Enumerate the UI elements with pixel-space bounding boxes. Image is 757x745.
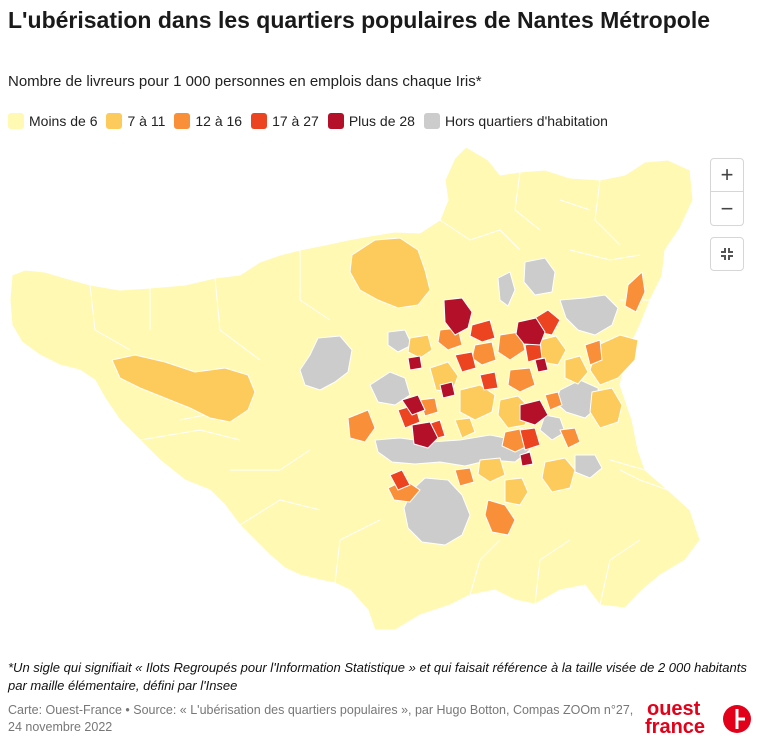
zone-grey[interactable] [299,335,353,391]
zone-7-11[interactable] [477,457,506,483]
legend: Moins de 6 7 à 11 12 à 16 17 à 27 Plus d… [8,113,617,129]
zoom-out-button[interactable]: − [710,192,744,226]
zone-grey[interactable] [369,371,411,406]
legend-swatch [327,113,344,129]
legend-label: 17 à 27 [272,113,319,129]
page-title: L'ubérisation dans les quartiers populai… [8,7,711,33]
zone-7-11[interactable] [454,417,476,439]
fullscreen-button[interactable] [710,237,744,271]
choropleth-map[interactable] [0,140,757,650]
legend-swatch [251,113,268,129]
zone-plus-de-28[interactable] [407,355,423,371]
legend-item-plus-de-28: Plus de 28 [327,113,415,129]
zone-grey[interactable] [539,414,566,441]
legend-swatch [423,113,440,129]
zone-12-16[interactable] [584,339,603,366]
zone-plus-de-28[interactable] [411,421,439,449]
legend-item-17-27: 17 à 27 [251,113,319,129]
zone-12-16[interactable] [454,467,475,487]
zone-grey[interactable] [559,294,619,336]
legend-swatch [8,113,24,129]
zone-grey[interactable] [497,271,516,307]
legend-label: 12 à 16 [195,113,243,129]
zone-12-16[interactable] [347,409,376,443]
legend-swatch [106,113,123,129]
zone-7-11[interactable] [589,334,639,386]
footnote: *Un sigle qui signifiait « Ilots Regroup… [8,660,747,693]
zone-plus-de-28[interactable] [401,394,426,416]
legend-label: 7 à 11 [127,113,166,129]
zone-plus-de-28[interactable] [515,317,546,346]
zone-17-27[interactable] [519,427,541,451]
legend-item-7-11: 7 à 11 [106,113,165,129]
zone-17-27[interactable] [469,319,496,343]
zone-plus-de-28[interactable] [439,381,456,399]
zone-7-11[interactable] [541,457,576,493]
zone-plus-de-28[interactable] [534,357,549,373]
zone-7-11[interactable] [111,354,256,423]
legend-item-12-16: 12 à 16 [174,113,242,129]
zone-12-16[interactable] [559,427,581,449]
source-credit: Carte: Ouest-France • Source: « L'ubéris… [8,703,634,734]
legend-item-hors-quartiers: Hors quartiers d'habitation [423,113,608,129]
zone-7-11[interactable] [459,384,496,421]
ouest-france-logo: ouest france [645,698,751,737]
zone-12-16[interactable] [544,391,563,411]
zone-17-27[interactable] [389,469,411,491]
legend-swatch [174,113,191,129]
zone-12-16[interactable] [484,499,516,536]
zone-plus-de-28[interactable] [519,399,549,426]
zoom-in-button[interactable]: + [710,158,744,192]
zone-12-16[interactable] [624,271,646,313]
zone-grey[interactable] [574,454,603,479]
zone-plus-de-28[interactable] [443,297,473,336]
legend-item-moins-de-6: Moins de 6 [8,113,97,129]
fullscreen-icon [721,248,733,260]
zone-plus-de-28[interactable] [519,451,534,467]
zone-7-11[interactable] [504,477,529,506]
zone-17-27[interactable] [479,371,499,391]
zone-7-11[interactable] [564,355,589,385]
zone-7-11[interactable] [407,334,433,359]
logo-line2: france [645,716,705,737]
zone-grey[interactable] [387,329,413,353]
legend-label: Moins de 6 [29,113,98,129]
zone-17-27[interactable] [454,351,477,373]
page-subtitle: Nombre de livreurs pour 1 000 personnes … [8,73,482,90]
legend-label: Plus de 28 [348,113,415,129]
zone-grey[interactable] [523,257,556,296]
zone-7-11[interactable] [589,387,623,429]
logo-line1: ouest [647,698,701,720]
zone-12-16[interactable] [507,367,536,393]
zone-7-11[interactable] [349,237,431,309]
legend-label: Hors quartiers d'habitation [444,113,608,129]
